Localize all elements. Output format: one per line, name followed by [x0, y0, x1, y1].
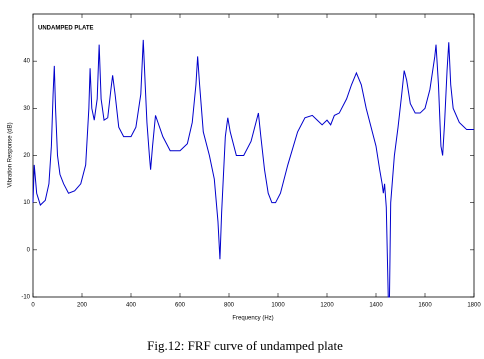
- x-tick-label: 1400: [369, 303, 383, 309]
- y-tick-label: 0: [27, 247, 31, 253]
- x-axis-label: Frequency (Hz): [232, 316, 273, 322]
- y-tick-label: 30: [23, 106, 30, 112]
- y-axis-label: Vibration Response (dB): [8, 122, 14, 187]
- annotation: UNDAMPED PLATE: [38, 26, 94, 32]
- x-tick-label: 1000: [271, 303, 285, 309]
- y-tick-label: 10: [23, 200, 30, 206]
- frf-line: [32, 39, 474, 298]
- y-tick-label: 20: [23, 153, 30, 159]
- y-tick-label: 40: [23, 59, 30, 65]
- x-tick-label: 200: [77, 303, 88, 309]
- x-tick-label: 800: [224, 303, 235, 309]
- x-tick-label: 1600: [418, 303, 432, 309]
- x-tick-label: 0: [31, 303, 35, 309]
- x-tick-label: 1200: [320, 303, 334, 309]
- x-tick-label: 600: [175, 303, 186, 309]
- x-tick-label: 1800: [467, 303, 481, 309]
- y-tick-label: -10: [21, 295, 30, 301]
- x-tick-label: 400: [126, 303, 137, 309]
- caption: Fig.12: FRF curve of undamped plate: [147, 338, 343, 353]
